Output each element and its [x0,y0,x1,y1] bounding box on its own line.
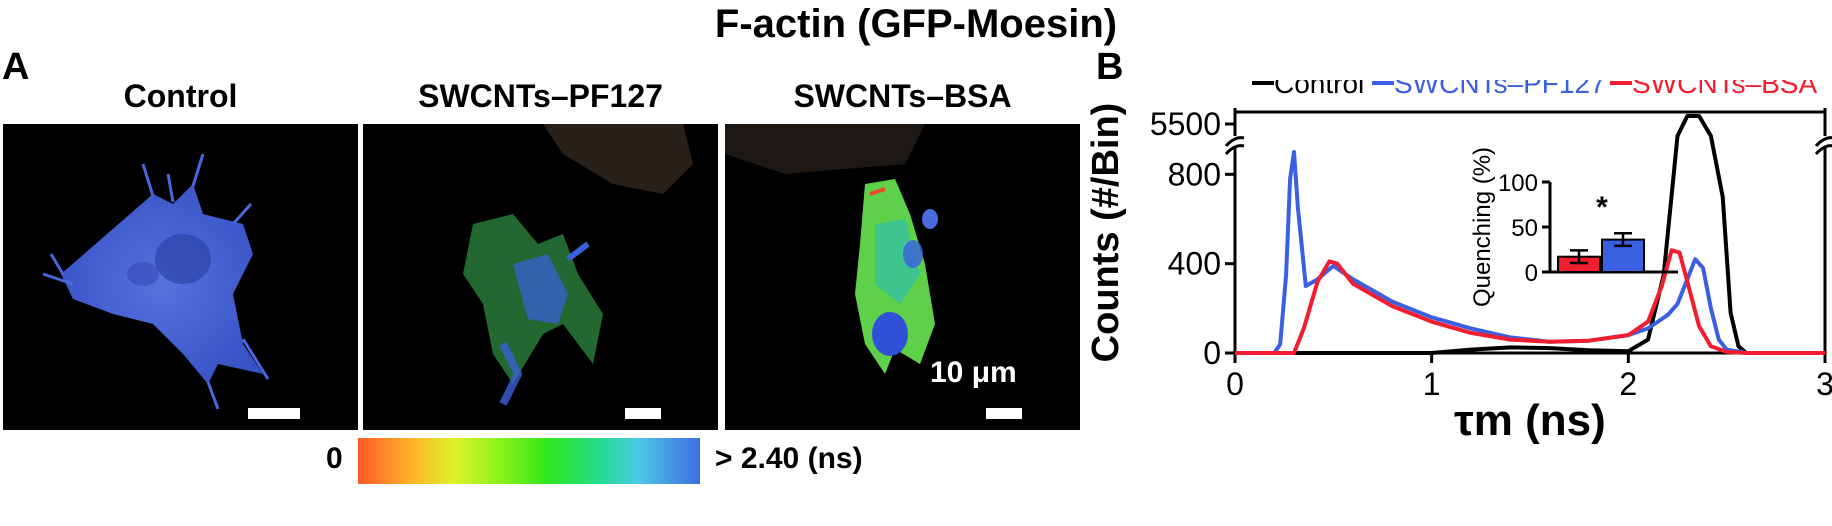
y-tick-label: 0 [1203,335,1221,371]
scale-bar-control [248,408,300,419]
inset-y-tick-label: 0 [1525,260,1538,287]
x-tick-label: 1 [1423,366,1441,402]
chart-legend: Control SWCNTs–PF127 SWCNTs–BSA [1252,80,1817,99]
scale-bar-label: 10 μm [930,356,1017,389]
colorbar-min-label: 0 [326,442,343,475]
y-tick-label: 5500 [1150,106,1221,142]
micrograph-pf127 [363,124,718,430]
legend-label: SWCNTs–PF127 [1394,80,1606,99]
series-line-swcnts-pf127 [1235,150,1825,355]
inset-y-tick-label: 50 [1511,215,1538,242]
micrograph-bsa: 10 μm [725,124,1080,430]
panel-b-letter: B [1096,46,1124,88]
scale-bar-pf127 [625,408,661,419]
scale-bar-bsa [986,408,1022,419]
cell-control-image [42,153,270,410]
axis-break-mark [1814,144,1832,156]
colorbar-max-label: > 2.40 (ns) [715,442,863,475]
y-axis-label: Counts (#/Bin) [1085,103,1127,363]
inset-y-axis-label: Quenching (%) [1469,147,1496,307]
image-title-pf127: SWCNTs–PF127 [418,78,663,114]
chart-series [1235,114,1825,355]
panel-a-letter: A [2,46,30,88]
lifetime-colorbar [358,438,700,484]
axis-break-mark [1224,144,1245,156]
axis-break-mark [1224,136,1245,148]
x-axis-label: τm (ns) [1454,396,1606,445]
image-title-control: Control [123,78,238,114]
micrograph-control [3,124,358,430]
chart-axes: 0 400 800 5500 0 1 2 3 Counts (#/Bin) τm (ns) [1085,103,1832,445]
series-line-control [1235,114,1825,355]
inset-bar [1601,238,1645,274]
cell-pf127-image [463,124,693,406]
lifetime-histogram-chart: Control SWCNTs–PF127 SWCNTs–BSA 0 400 800 550… [1085,80,1832,445]
y-tick-label: 400 [1168,246,1221,282]
inset-y-tick-label: 100 [1498,170,1538,197]
series-line-swcnts-bsa [1235,248,1825,355]
figure-title: F-actin (GFP-Moesin) [714,2,1118,46]
legend-label: Control [1274,80,1364,99]
y-tick-label: 800 [1168,156,1221,192]
x-tick-label: 2 [1619,366,1637,402]
image-title-bsa: SWCNTs–BSA [793,78,1012,114]
x-tick-label: 3 [1816,366,1832,402]
axis-break-mark [1814,136,1832,148]
significance-marker: * [1596,191,1608,224]
cell-bsa-image [725,124,938,374]
x-tick-label: 0 [1226,366,1244,402]
legend-label: SWCNTs–BSA [1632,80,1817,99]
